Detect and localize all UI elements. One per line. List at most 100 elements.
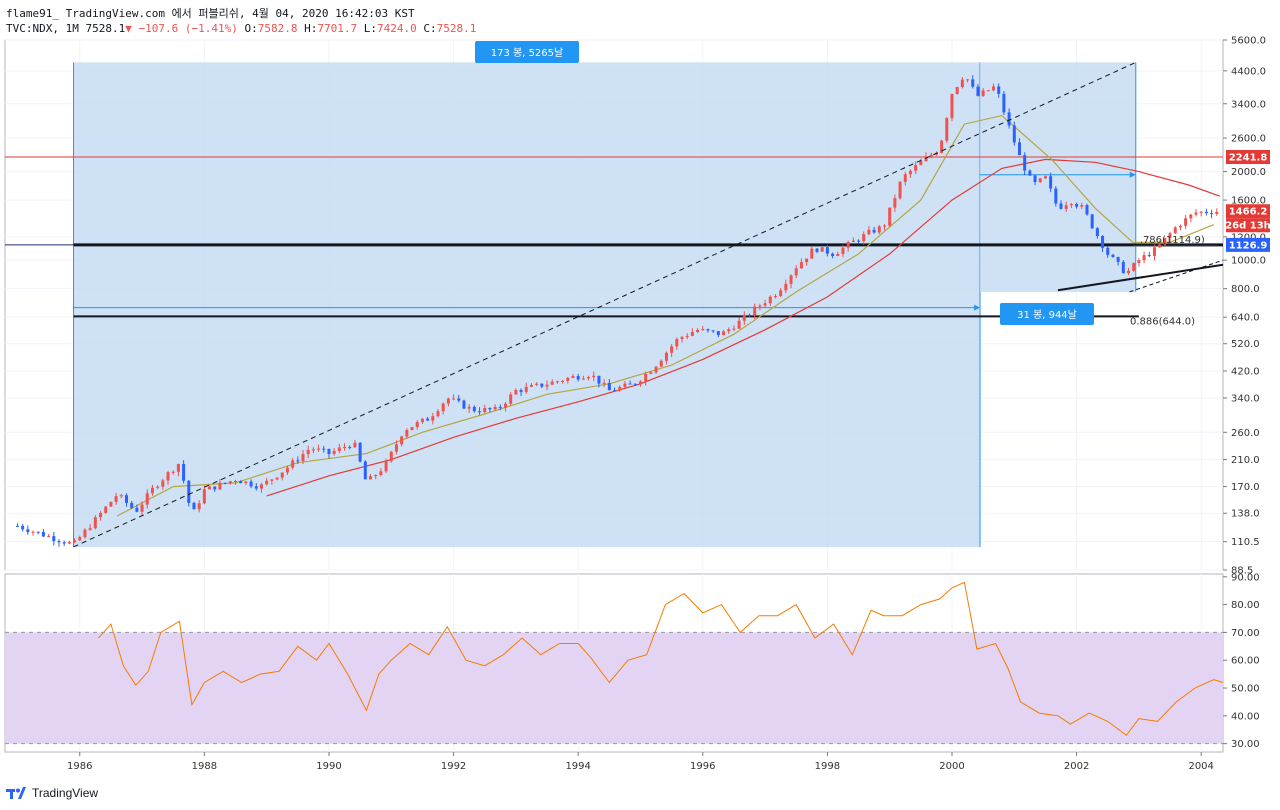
candle-body [156, 486, 160, 488]
range-label-long: 173 봉, 5265날 [491, 47, 563, 59]
candle-body [789, 275, 793, 284]
range-label-short: 31 봉, 944날 [1017, 309, 1077, 321]
candle-body [675, 339, 679, 347]
high-label: H: [304, 22, 318, 35]
candle-body [52, 536, 56, 542]
candle-body [607, 382, 611, 391]
candle-body [166, 472, 170, 481]
price-axis[interactable]: 88.5 110.5 138.0 170.0 210.0 260.0 340.0 420.0 5… [1223, 36, 1266, 577]
candle-body [613, 390, 617, 392]
price-tick-label-4: 210.0 [1231, 455, 1260, 466]
candle-body [737, 320, 741, 329]
candle-body [145, 493, 149, 505]
candle-body [929, 154, 933, 157]
symbol-label[interactable]: TVC:NDX, 1M [6, 22, 79, 35]
candle-body [960, 79, 964, 88]
candle-body [467, 406, 471, 409]
candle-body [784, 283, 788, 291]
candle-body [701, 329, 705, 331]
badge-countdown-bg [1226, 218, 1270, 233]
candle-body [1002, 93, 1006, 113]
candle-body [369, 476, 373, 480]
candle-body [992, 86, 996, 91]
horizontal-levels [5, 156, 1223, 318]
candle-body [161, 480, 165, 487]
price-tick-label-17: 4400.0 [1231, 66, 1266, 77]
candle-body [810, 248, 814, 259]
candle-body [1012, 125, 1016, 143]
candle-body [903, 174, 907, 182]
time-tick-label-6: 1998 [815, 761, 840, 772]
candle-body [841, 247, 845, 254]
candle-body [15, 525, 19, 527]
candle-body [1204, 211, 1208, 214]
candle-body [93, 517, 97, 529]
candle-body [1178, 225, 1182, 228]
candle-body [685, 335, 689, 338]
candle-body [420, 418, 424, 423]
candle-body [280, 472, 284, 478]
candle-body [748, 314, 752, 316]
candle-body [576, 376, 580, 380]
candle-body [192, 502, 196, 510]
candle-body [343, 447, 347, 449]
candle-body [581, 378, 585, 380]
candle-body [498, 406, 502, 408]
candle-body [1054, 188, 1058, 204]
candle-body [254, 486, 258, 489]
candle-body [140, 504, 144, 512]
candle-body [301, 454, 305, 461]
candle-body [1023, 155, 1027, 171]
time-tick-label-1: 1988 [192, 761, 217, 772]
candle-body [945, 118, 949, 141]
candle-body [472, 406, 476, 412]
candle-body [857, 240, 861, 242]
candle-body [654, 366, 658, 373]
candle-body [1033, 175, 1037, 183]
close-value: 7528.1 [436, 22, 477, 35]
candle-body [213, 486, 217, 490]
candle-body [867, 229, 871, 235]
candle-body [244, 481, 248, 484]
candle-body [597, 375, 601, 384]
candle-body [348, 447, 352, 449]
candle-body [457, 398, 461, 401]
candle-body [877, 226, 881, 233]
price-tick-label-5: 260.0 [1231, 428, 1260, 439]
time-axis[interactable]: 1986 1988 1990 1992 1994 1996 1998 2000 2002 2004 [67, 752, 1214, 772]
candle-body [291, 460, 295, 468]
candle-body [509, 394, 513, 404]
candle-body [119, 495, 123, 497]
candle-body [88, 528, 92, 530]
candle-body [1147, 255, 1151, 257]
badge-last-bg [1226, 204, 1270, 219]
candle-body [1043, 176, 1047, 179]
candle-body [986, 90, 990, 92]
candle-body [592, 375, 596, 378]
candle-body [633, 383, 637, 385]
tradingview-logo[interactable]: TradingView [6, 786, 98, 800]
candle-body [322, 448, 326, 450]
candle-body [540, 383, 544, 387]
range-arrow-long-head [974, 304, 981, 311]
candle-body [275, 477, 279, 480]
trend-line-dashed-long [73, 61, 1136, 548]
candle-body [696, 329, 700, 333]
candle-body [374, 475, 378, 477]
candle-body [623, 383, 627, 387]
low-value: 7424.0 [376, 22, 417, 35]
candle-body [1090, 214, 1094, 229]
candle-body [1142, 255, 1146, 261]
price-tick-label-11: 1000.0 [1231, 256, 1266, 267]
candle-body [716, 331, 720, 336]
candle-body [1127, 270, 1131, 274]
candle-body [135, 507, 139, 512]
candle-body [971, 79, 975, 87]
candle-body [1215, 211, 1219, 215]
rsi-axis[interactable]: 30.00 40.00 50.00 60.00 70.00 80.00 90.00 [1223, 572, 1260, 750]
candle-body [805, 258, 809, 263]
candle-body [446, 398, 450, 404]
range-arrow-short-head [1129, 171, 1136, 178]
time-tick-label-2: 1990 [316, 761, 341, 772]
